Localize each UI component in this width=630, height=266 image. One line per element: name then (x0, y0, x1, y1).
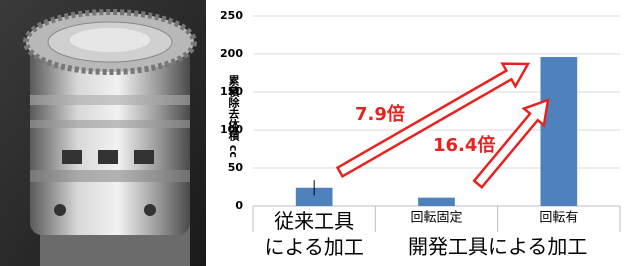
x-tick-label: 従来工具による加工 (264, 209, 363, 259)
y-tick-label: 50 (228, 161, 244, 174)
y-tick-label: 150 (220, 85, 243, 98)
x-tick-label: 回転有 (539, 211, 578, 226)
y-tick-label: 200 (220, 47, 243, 60)
y-tick-label: 0 (235, 199, 243, 212)
photo (0, 0, 206, 266)
y-tick-label: 100 (220, 123, 243, 136)
x-tick-label: 回転固定 (410, 211, 462, 226)
bar (418, 198, 455, 206)
bar (540, 57, 577, 206)
y-tick-label: 250 (220, 9, 243, 22)
group-label: 開発工具による加工 (408, 235, 587, 259)
annotation: 16.4倍 (433, 134, 495, 156)
page: 累積除去体積 cc 050100150200250従来工具による加工回転固定回転… (0, 0, 630, 266)
annotation: 7.9倍 (355, 103, 405, 125)
